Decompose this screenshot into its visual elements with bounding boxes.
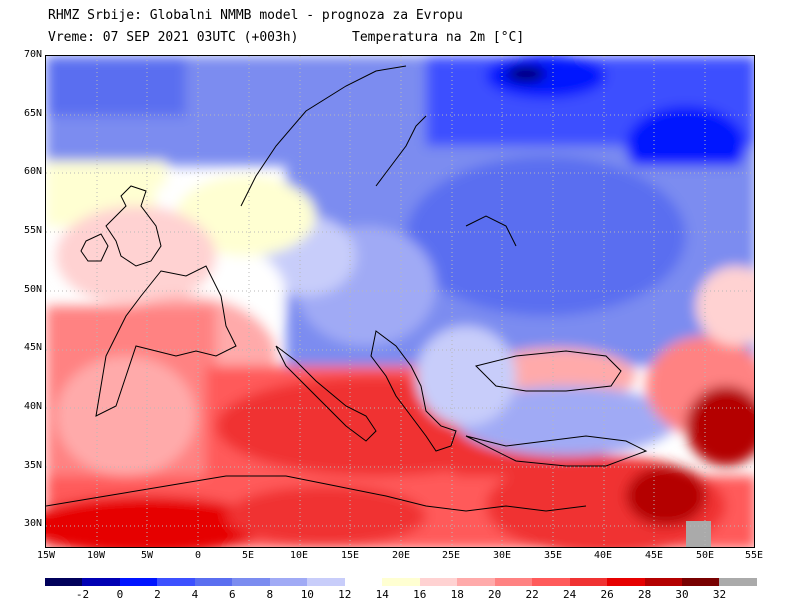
colorbar-swatch bbox=[82, 578, 120, 586]
lon-tick-label: 15E bbox=[340, 550, 360, 561]
lon-tick-label: 10W bbox=[86, 550, 106, 561]
colorbar-swatch bbox=[419, 578, 458, 586]
lon-tick-label: 25E bbox=[441, 550, 461, 561]
lon-tick-label: 55E bbox=[744, 550, 764, 561]
colorbar-label: 10 bbox=[300, 588, 314, 601]
colorbar-label: 0 bbox=[116, 588, 124, 601]
colorbar-label: 2 bbox=[154, 588, 161, 601]
lon-tick-label: 10E bbox=[289, 550, 309, 561]
colorbar-label: 28 bbox=[637, 588, 652, 601]
lat-tick-label: 60N bbox=[23, 166, 42, 177]
lon-tick-label: 15W bbox=[36, 550, 56, 561]
lat-tick-label: 55N bbox=[23, 225, 42, 236]
colorbar-swatch bbox=[681, 578, 720, 586]
colorbar-swatch bbox=[307, 578, 345, 586]
colorbar-swatch bbox=[532, 578, 570, 586]
colorbar-swatch bbox=[157, 578, 195, 586]
colorbar-label: 24 bbox=[563, 588, 577, 601]
lon-tick-label: 40E bbox=[593, 550, 613, 561]
lon-tick-label: 5W bbox=[140, 550, 154, 561]
colorbar-swatch bbox=[232, 578, 270, 586]
colorbar-swatch bbox=[457, 578, 495, 586]
colorbar-swatch bbox=[644, 578, 682, 586]
lat-tick-label: 65N bbox=[23, 108, 42, 119]
colorbar-label: 16 bbox=[413, 588, 427, 601]
colorbar-swatch bbox=[194, 578, 233, 586]
colorbar-label: 32 bbox=[712, 588, 727, 601]
colorbar bbox=[45, 578, 757, 586]
colorbar-swatch bbox=[45, 578, 83, 586]
colorbar-label: 6 bbox=[229, 588, 236, 601]
colorbar-label: 14 bbox=[375, 588, 389, 601]
lon-tick-label: 35E bbox=[543, 550, 563, 561]
colorbar-label: 22 bbox=[525, 588, 539, 601]
map-title: RHMZ Srbije: Globalni NMMB model - progn… bbox=[48, 8, 463, 23]
colorbar-swatch bbox=[344, 578, 383, 586]
lat-tick-label: 40N bbox=[23, 401, 42, 412]
colorbar-label: 20 bbox=[488, 588, 502, 601]
lon-tick-label: 20E bbox=[391, 550, 411, 561]
lon-tick-label: 30E bbox=[492, 550, 512, 561]
colorbar-label: 30 bbox=[675, 588, 689, 601]
colorbar-label: 4 bbox=[191, 588, 199, 601]
colorbar-swatch bbox=[569, 578, 608, 586]
colorbar-swatch bbox=[382, 578, 420, 586]
colorbar-swatch bbox=[494, 578, 533, 586]
lat-tick-label: 30N bbox=[23, 518, 42, 529]
lat-tick-label: 45N bbox=[23, 342, 42, 353]
temperature-map bbox=[45, 55, 755, 548]
colorbar-label: -2 bbox=[75, 588, 90, 601]
colorbar-swatch bbox=[719, 578, 757, 586]
colorbar-swatch bbox=[607, 578, 645, 586]
lat-tick-label: 50N bbox=[23, 284, 42, 295]
lat-tick-label: 70N bbox=[23, 49, 42, 60]
variable-label: Temperatura na 2m [°C] bbox=[352, 30, 525, 45]
forecast-time: Vreme: 07 SEP 2021 03UTC (+003h) bbox=[48, 30, 299, 45]
lon-tick-label: 5E bbox=[241, 550, 255, 561]
lon-tick-label: 45E bbox=[644, 550, 664, 561]
colorbar-label: 12 bbox=[338, 588, 352, 601]
colorbar-label: 26 bbox=[600, 588, 614, 601]
colorbar-swatch bbox=[119, 578, 158, 586]
lon-tick-label: 0 bbox=[194, 550, 202, 561]
colorbar-swatch bbox=[269, 578, 308, 586]
lat-tick-label: 35N bbox=[23, 460, 42, 471]
colorbar-label: 18 bbox=[450, 588, 464, 601]
lon-tick-label: 50E bbox=[695, 550, 715, 561]
colorbar-label: 8 bbox=[266, 588, 274, 601]
